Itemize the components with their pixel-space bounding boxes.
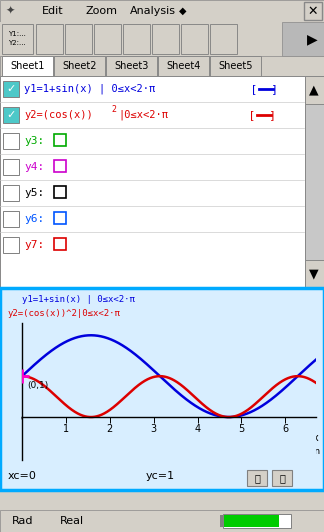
Text: ▶: ▶	[307, 32, 317, 46]
Bar	[0, 22, 324, 56]
Bar	[0, 76, 305, 288]
Text: Intersection: Intersection	[266, 447, 320, 456]
Text: 2: 2	[111, 105, 116, 114]
Text: y6:: y6:	[24, 214, 44, 224]
Bar	[3, 211, 19, 227]
Text: Analysis: Analysis	[130, 6, 176, 16]
Bar	[3, 133, 19, 149]
Text: x: x	[313, 433, 319, 443]
Bar	[305, 76, 324, 288]
Bar	[65, 24, 92, 54]
Bar	[0, 288, 324, 490]
Bar	[224, 515, 279, 527]
Text: ✓: ✓	[6, 84, 16, 94]
Bar	[3, 159, 19, 175]
Bar	[220, 515, 223, 527]
Text: Sheet5: Sheet5	[218, 61, 253, 71]
Text: y4:: y4:	[24, 162, 44, 172]
Bar	[54, 134, 66, 146]
Text: [: [	[252, 84, 257, 94]
Text: ⎘: ⎘	[279, 473, 285, 483]
Bar	[152, 24, 179, 54]
Bar	[282, 22, 324, 56]
Text: Sheet3: Sheet3	[114, 61, 149, 71]
Bar	[272, 470, 292, 486]
Bar	[54, 56, 105, 76]
Bar	[2, 56, 53, 76]
Bar	[54, 238, 66, 250]
Bar	[3, 237, 19, 253]
Text: ✓: ✓	[6, 110, 16, 120]
Bar	[94, 24, 121, 54]
Text: ▲: ▲	[309, 84, 319, 96]
Bar	[54, 212, 66, 224]
Bar	[123, 24, 150, 54]
Text: y2=(cos(x))^2|0≤x<2·π: y2=(cos(x))^2|0≤x<2·π	[8, 309, 121, 318]
Text: Sheet2: Sheet2	[62, 61, 97, 71]
Bar	[106, 56, 157, 76]
Text: Y1:...: Y1:...	[8, 31, 26, 37]
Bar	[302, 24, 322, 54]
Bar	[0, 510, 324, 532]
Bar	[305, 260, 324, 288]
Text: ▼: ▼	[309, 268, 319, 280]
Text: y3:: y3:	[24, 136, 44, 146]
Text: yc=1: yc=1	[145, 471, 175, 481]
Text: Edit: Edit	[42, 6, 64, 16]
Text: ]: ]	[272, 84, 276, 94]
Bar	[54, 160, 66, 172]
Bar	[3, 185, 19, 201]
Bar	[304, 2, 322, 20]
Bar	[223, 514, 291, 528]
Bar	[158, 56, 209, 76]
Bar	[0, 56, 324, 76]
Bar	[210, 24, 237, 54]
Text: [: [	[250, 110, 254, 120]
Bar	[54, 186, 66, 198]
Text: y2=(cos(x)): y2=(cos(x))	[24, 110, 93, 120]
Text: |0≤x<2·π: |0≤x<2·π	[118, 110, 168, 120]
Bar	[3, 107, 19, 123]
Text: Zoom: Zoom	[85, 6, 117, 16]
Text: ◆: ◆	[179, 6, 187, 16]
Text: ✦: ✦	[5, 6, 15, 16]
Bar	[36, 24, 63, 54]
Text: y5:: y5:	[24, 188, 44, 198]
Text: (0,1): (0,1)	[27, 381, 49, 390]
Text: ]: ]	[270, 110, 274, 120]
Bar	[210, 56, 261, 76]
Bar	[3, 81, 19, 97]
Bar	[0, 0, 324, 22]
Text: Sheet1: Sheet1	[10, 61, 45, 71]
Text: Rad: Rad	[12, 516, 33, 526]
Text: Y2:...: Y2:...	[8, 40, 26, 46]
Text: y1=1+sin(x) | 0≤x<2·π: y1=1+sin(x) | 0≤x<2·π	[24, 84, 155, 94]
Text: y7:: y7:	[24, 240, 44, 250]
Text: Sheet4: Sheet4	[166, 61, 201, 71]
Text: xc=0: xc=0	[8, 471, 37, 481]
Bar	[2, 24, 33, 54]
Text: Real: Real	[60, 516, 84, 526]
Text: ✕: ✕	[308, 4, 318, 18]
Bar	[181, 24, 208, 54]
Bar	[247, 470, 267, 486]
Text: ⎘: ⎘	[254, 473, 260, 483]
Text: y1=1+sin(x) | 0≤x<2·π: y1=1+sin(x) | 0≤x<2·π	[22, 295, 135, 304]
Bar	[305, 76, 324, 104]
